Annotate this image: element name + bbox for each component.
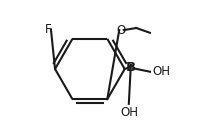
Text: OH: OH: [153, 65, 171, 78]
Text: OH: OH: [121, 106, 138, 119]
Text: B: B: [126, 61, 136, 74]
Text: F: F: [45, 23, 51, 36]
Text: O: O: [117, 24, 126, 37]
